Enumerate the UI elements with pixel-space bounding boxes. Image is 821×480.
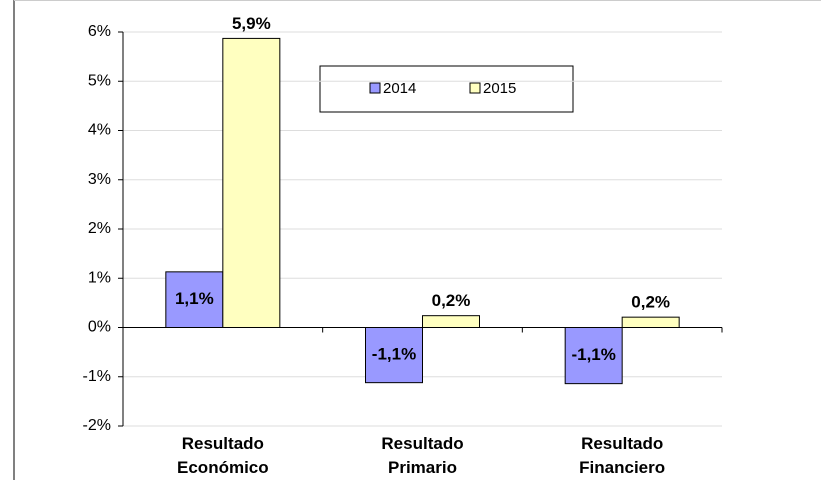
value-label: -1,1% [571, 345, 615, 364]
y-tick-label: 1% [88, 269, 111, 286]
y-tick-label: 5% [88, 72, 111, 89]
y-tick-label: 6% [88, 23, 111, 40]
y-tick-label: 4% [88, 122, 111, 139]
value-label: 0,2% [432, 291, 471, 310]
y-tick-label: 3% [88, 171, 111, 188]
legend-label: 2015 [483, 80, 516, 97]
value-label: 0,2% [631, 293, 670, 312]
y-tick-label: 2% [88, 220, 111, 237]
bar [621, 316, 680, 329]
y-tick-label: -2% [83, 417, 111, 434]
value-label: 1,1% [175, 289, 214, 308]
legend-swatch [369, 82, 381, 94]
x-tick-label: Resultado Primario [381, 434, 464, 477]
legend-label: 2014 [383, 80, 416, 97]
legend-swatch [469, 82, 481, 94]
x-tick-label: Resultado Financiero [579, 434, 666, 477]
y-tick-label: -1% [83, 368, 111, 385]
legend-box [319, 65, 574, 113]
y-tick-label: 0% [88, 319, 111, 336]
value-label: -1,1% [372, 345, 416, 364]
bar [365, 327, 423, 384]
bar [422, 315, 480, 328]
x-tick-label: Resultado Económico [177, 434, 269, 477]
value-label: 5,9% [232, 14, 271, 33]
bar [222, 37, 281, 329]
